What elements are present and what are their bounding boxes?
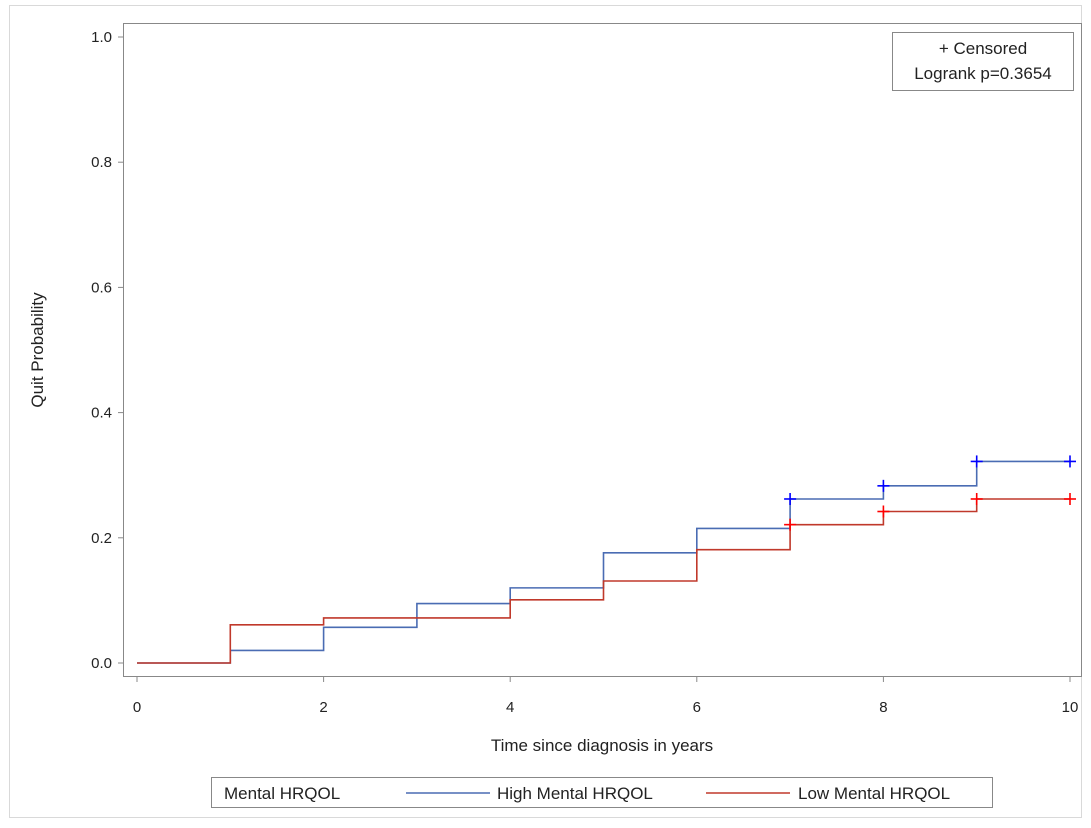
censor-mark (1064, 455, 1076, 468)
legend-label-low: Low Mental HRQOL (798, 784, 950, 803)
censor-mark (1064, 492, 1076, 505)
censor-marks (784, 455, 1076, 531)
censor-mark (784, 518, 797, 531)
x-axis: 0 2 4 6 8 10 (133, 676, 1079, 716)
y-tick-label: 0.2 (91, 530, 112, 547)
x-axis-title: Time since diagnosis in years (491, 736, 713, 755)
legend-title: Mental HRQOL (224, 784, 340, 803)
x-tick-label: 8 (879, 699, 887, 716)
x-tick-label: 4 (506, 699, 514, 716)
censor-mark (784, 492, 797, 505)
x-tick-label: 2 (319, 699, 327, 716)
y-tick-label: 0.4 (91, 405, 112, 422)
legend-label-high: High Mental HRQOL (497, 784, 653, 803)
censored-note: + Censored (939, 39, 1027, 58)
y-tick-label: 0.8 (91, 154, 112, 171)
censor-mark (877, 505, 890, 518)
plot-area (123, 23, 1082, 677)
y-tick-label: 1.0 (91, 29, 112, 46)
censor-mark (877, 479, 890, 492)
inset-box: + Censored Logrank p=0.3654 (892, 32, 1074, 91)
y-axis: 0.0 0.2 0.4 0.6 0.8 1.0 (91, 29, 124, 672)
logrank-note: Logrank p=0.3654 (914, 64, 1052, 83)
y-tick-label: 0.6 (91, 279, 112, 296)
x-tick-label: 10 (1062, 699, 1079, 716)
legend-border (211, 777, 993, 808)
y-tick-label: 0.0 (91, 655, 112, 672)
inset-border (892, 32, 1074, 91)
x-tick-label: 6 (693, 699, 701, 716)
y-axis-title: Quit Probability (28, 292, 47, 408)
censor-mark (970, 492, 983, 505)
legend: Mental HRQOL High Mental HRQOL Low Menta… (211, 777, 993, 808)
x-tick-label: 0 (133, 699, 141, 716)
censor-mark (970, 455, 983, 468)
